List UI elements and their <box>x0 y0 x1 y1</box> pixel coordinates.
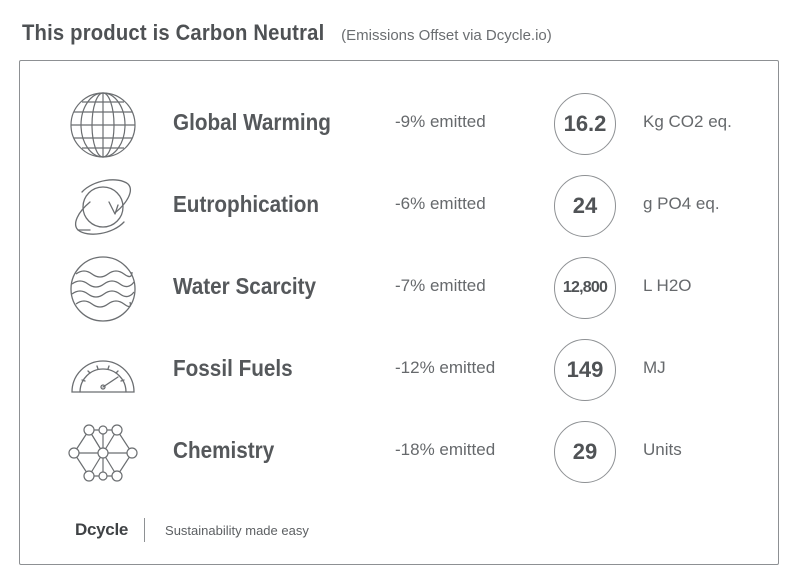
impact-row-chemistry: Chemistry -18% emitted 29 Units <box>20 413 778 493</box>
impact-value: 149 <box>566 357 604 382</box>
impact-percent: -9% emitted <box>395 112 486 131</box>
impact-name: Global Warming <box>173 109 331 135</box>
impact-name: Fossil Fuels <box>173 355 293 381</box>
impact-unit: MJ <box>643 358 666 377</box>
footer: Dcycle Sustainability made easy <box>75 516 309 544</box>
gauge-icon <box>68 336 138 406</box>
impact-value: 16.2 <box>563 111 607 136</box>
impact-name: Eutrophication <box>173 191 320 217</box>
page-title: This product is Carbon Neutral <box>22 20 325 45</box>
impact-name: Chemistry <box>173 437 275 463</box>
cycle-icon <box>68 172 138 242</box>
impact-percent: -6% emitted <box>395 194 486 213</box>
impact-value-circle: 149 <box>554 339 616 401</box>
impact-percent: -12% emitted <box>395 358 496 377</box>
globe-icon <box>68 90 138 160</box>
impact-value: 29 <box>572 439 598 464</box>
impact-percent: -18% emitted <box>395 440 496 459</box>
impact-value: 24 <box>572 193 598 218</box>
impact-value-circle: 12,800 <box>554 257 616 319</box>
footer-divider <box>144 518 146 542</box>
page-title-block: This product is Carbon Neutral (Emission… <box>22 20 552 46</box>
impact-card: Global Warming -9% emitted 16.2 Kg CO2 e… <box>19 60 779 565</box>
impact-value: 12,800 <box>562 279 608 296</box>
page-subtitle: (Emissions Offset via Dcycle.io) <box>341 27 552 44</box>
impact-row-eutrophication: Eutrophication -6% emitted 24 g PO4 eq. <box>20 167 778 247</box>
footer-tagline: Sustainability made easy <box>165 522 309 538</box>
water-icon <box>68 254 138 324</box>
impact-row-water-scarcity: Water Scarcity -7% emitted 12,800 L H2O <box>20 249 778 329</box>
impact-unit: L H2O <box>643 276 692 295</box>
impact-row-global-warming: Global Warming -9% emitted 16.2 Kg CO2 e… <box>20 85 778 165</box>
impact-value-circle: 24 <box>554 175 616 237</box>
impact-unit: Units <box>643 440 682 459</box>
impact-percent: -7% emitted <box>395 276 486 295</box>
impact-value-circle: 16.2 <box>554 93 616 155</box>
impact-name: Water Scarcity <box>173 273 317 299</box>
molecule-icon <box>64 418 142 488</box>
impact-unit: g PO4 eq. <box>643 194 720 213</box>
impact-value-circle: 29 <box>554 421 616 483</box>
dcycle-logo: Dcycle <box>75 520 129 539</box>
impact-row-fossil-fuels: Fossil Fuels -12% emitted 149 MJ <box>20 331 778 411</box>
impact-unit: Kg CO2 eq. <box>643 112 732 131</box>
